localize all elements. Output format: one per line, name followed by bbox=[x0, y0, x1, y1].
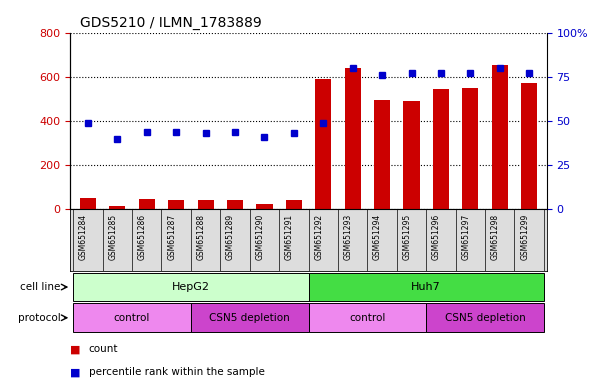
Text: GSM651292: GSM651292 bbox=[314, 214, 323, 260]
Text: percentile rank within the sample: percentile rank within the sample bbox=[89, 367, 265, 377]
Bar bbox=[426, 303, 544, 332]
Bar bbox=[139, 199, 155, 209]
Text: ■: ■ bbox=[70, 367, 81, 377]
Text: GSM651298: GSM651298 bbox=[491, 214, 500, 260]
Text: control: control bbox=[114, 313, 150, 323]
Bar bbox=[257, 204, 273, 209]
Bar bbox=[73, 273, 309, 301]
Text: GSM651285: GSM651285 bbox=[108, 214, 117, 260]
Text: protocol: protocol bbox=[18, 313, 60, 323]
Bar bbox=[286, 200, 302, 209]
Bar bbox=[433, 89, 449, 209]
Text: GSM651287: GSM651287 bbox=[167, 214, 176, 260]
Text: control: control bbox=[349, 313, 386, 323]
Bar bbox=[197, 200, 214, 209]
Bar bbox=[345, 68, 360, 209]
Text: HepG2: HepG2 bbox=[172, 282, 210, 292]
Text: CSN5 depletion: CSN5 depletion bbox=[210, 313, 290, 323]
Text: GSM651288: GSM651288 bbox=[197, 214, 205, 260]
Text: GSM651289: GSM651289 bbox=[226, 214, 235, 260]
Bar bbox=[374, 100, 390, 209]
Text: CSN5 depletion: CSN5 depletion bbox=[445, 313, 525, 323]
Text: GSM651290: GSM651290 bbox=[255, 214, 265, 260]
Bar bbox=[521, 83, 537, 209]
Bar bbox=[463, 88, 478, 209]
Bar bbox=[309, 273, 544, 301]
Bar bbox=[403, 101, 420, 209]
Bar bbox=[80, 198, 96, 209]
Text: GSM651286: GSM651286 bbox=[137, 214, 147, 260]
Bar bbox=[492, 65, 508, 209]
Text: GSM651297: GSM651297 bbox=[461, 214, 470, 260]
Text: GSM651296: GSM651296 bbox=[432, 214, 441, 260]
Bar bbox=[315, 79, 331, 209]
Text: ■: ■ bbox=[70, 344, 81, 354]
Text: cell line: cell line bbox=[20, 282, 60, 292]
Text: count: count bbox=[89, 344, 118, 354]
Text: GSM651293: GSM651293 bbox=[343, 214, 353, 260]
Bar bbox=[191, 303, 309, 332]
Bar bbox=[73, 303, 191, 332]
Text: GSM651294: GSM651294 bbox=[373, 214, 382, 260]
Text: Huh7: Huh7 bbox=[411, 282, 441, 292]
Text: GSM651291: GSM651291 bbox=[285, 214, 294, 260]
Text: GSM651295: GSM651295 bbox=[403, 214, 412, 260]
Text: GDS5210 / ILMN_1783889: GDS5210 / ILMN_1783889 bbox=[80, 16, 262, 30]
Text: GSM651299: GSM651299 bbox=[520, 214, 529, 260]
Bar bbox=[227, 200, 243, 209]
Bar bbox=[168, 200, 185, 209]
Bar bbox=[109, 206, 125, 209]
Text: GSM651284: GSM651284 bbox=[79, 214, 88, 260]
Bar bbox=[309, 303, 426, 332]
